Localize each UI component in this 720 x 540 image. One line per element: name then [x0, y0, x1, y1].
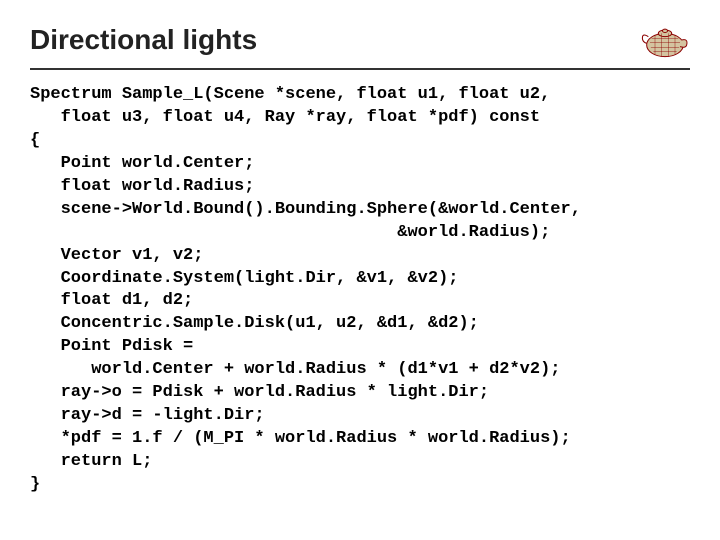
slide-header: Directional lights: [30, 20, 690, 70]
slide-title: Directional lights: [30, 24, 257, 56]
code-block: Spectrum Sample_L(Scene *scene, float u1…: [30, 84, 690, 497]
teapot-logo-icon: [640, 20, 690, 60]
